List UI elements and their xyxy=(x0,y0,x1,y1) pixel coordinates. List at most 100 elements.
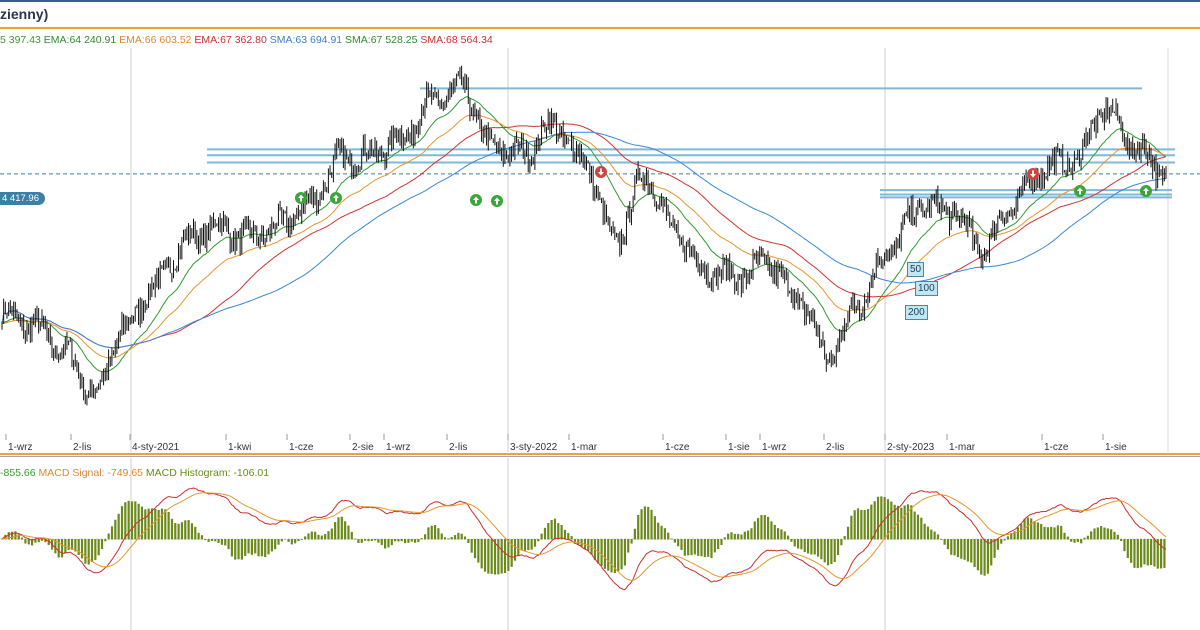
pane-separator[interactable] xyxy=(0,453,1200,455)
macd-histogram-bar xyxy=(447,538,450,540)
macd-histogram-bar xyxy=(703,539,706,557)
macd-histogram-bar xyxy=(140,506,144,540)
macd-legend: -855.66 MACD Signal: -749.65 MACD Histog… xyxy=(0,467,269,479)
macd-legend-item: -855.66 xyxy=(0,467,39,479)
macd-histogram-bar xyxy=(573,539,577,543)
macd-histogram-bar xyxy=(397,539,400,542)
macd-histogram-bar xyxy=(307,533,310,540)
macd-histogram-bar xyxy=(367,539,370,542)
macd-histogram-bar xyxy=(743,531,746,540)
macd-histogram-bar xyxy=(1003,539,1006,541)
macd-histogram-bar xyxy=(673,539,676,543)
macd-histogram-bar xyxy=(197,532,200,540)
macd-histogram-bar xyxy=(893,504,896,540)
macd-histogram-bar xyxy=(1086,535,1089,540)
macd-histogram-bar xyxy=(304,536,307,540)
macd-histogram-bar xyxy=(880,496,883,540)
ema-mid-line xyxy=(1,114,1167,359)
macd-histogram-bar xyxy=(940,539,943,540)
macd-histogram-bar xyxy=(374,539,377,541)
macd-histogram-bar xyxy=(114,519,117,540)
macd-histogram-bar xyxy=(473,539,477,559)
macd-legend-item: MACD Histogram: -106.01 xyxy=(145,467,270,479)
macd-histogram-bar xyxy=(770,521,773,540)
x-tick-label: 2-lis xyxy=(73,442,91,453)
macd-histogram-bar xyxy=(443,537,447,540)
macd-histogram-bar xyxy=(1143,539,1146,565)
macd-histogram-bar xyxy=(354,538,357,540)
macd-histogram-bar xyxy=(477,539,480,563)
macd-histogram-bar xyxy=(170,518,174,540)
legend-item: SMA:67 528.25 xyxy=(345,34,421,46)
macd-histogram-bar xyxy=(750,528,753,540)
macd-histogram-bar xyxy=(560,525,563,540)
macd-histogram-bar xyxy=(1076,539,1079,542)
macd-histogram-bar xyxy=(493,539,497,575)
macd-histogram-bar xyxy=(214,539,217,542)
macd-histogram-bar xyxy=(120,506,124,540)
macd-histogram-bar xyxy=(237,539,240,560)
macd-histogram-bar xyxy=(647,506,650,540)
macd-histogram-bar xyxy=(130,501,134,540)
macd-histogram-bar xyxy=(540,533,543,540)
macd-histogram-bar xyxy=(843,536,846,540)
macd-histogram-bar xyxy=(730,532,733,540)
macd-histogram-bar xyxy=(260,539,263,557)
macd-histogram-bar xyxy=(1160,539,1163,569)
macd-histogram-bar xyxy=(1063,532,1066,540)
macd-histogram-bar xyxy=(487,539,490,574)
macd-histogram-bar xyxy=(300,539,303,540)
macd-histogram-bar xyxy=(1120,539,1123,542)
macd-histogram-bar xyxy=(610,539,613,573)
macd-histogram-bar xyxy=(407,539,410,543)
legend-item: EMA:67 362.80 xyxy=(194,34,270,46)
macd-histogram-bar xyxy=(697,539,700,556)
macd-histogram-bar xyxy=(1133,539,1136,568)
macd-histogram-bar xyxy=(806,539,810,554)
macd-histogram-bar xyxy=(713,539,716,553)
macd-histogram-bar xyxy=(470,539,473,553)
sma-blue-line xyxy=(1,131,1167,349)
macd-histogram-bar xyxy=(370,539,373,541)
macd-histogram-bar xyxy=(993,539,996,558)
macd-histogram-bar xyxy=(503,539,507,574)
macd-histogram-bar xyxy=(603,539,607,569)
macd-histogram-bar xyxy=(826,539,830,566)
macd-histogram-bar xyxy=(916,514,920,540)
macd-histogram-bar xyxy=(767,516,770,540)
macd-histogram-bar xyxy=(457,532,460,540)
macd-histogram-bar xyxy=(337,517,340,540)
arrow-down-icon xyxy=(598,168,604,176)
macd-histogram-bar xyxy=(500,539,503,574)
macd-histogram-bar xyxy=(883,497,886,540)
macd-histogram-bar xyxy=(793,539,796,547)
macd-histogram-bar xyxy=(786,535,790,540)
macd-histogram-bar xyxy=(40,539,44,541)
macd-histogram-bar xyxy=(846,526,850,540)
macd-histogram-bar xyxy=(1030,518,1033,540)
macd-histogram-bar xyxy=(773,524,776,540)
x-tick-label: 1-sie xyxy=(1105,442,1127,453)
macd-histogram-bar xyxy=(247,539,250,554)
macd-line xyxy=(1,487,1167,591)
macd-histogram-bar xyxy=(413,539,417,543)
macd-histogram-bar xyxy=(633,528,636,540)
macd-histogram-bar xyxy=(1113,531,1116,540)
macd-histogram-bar xyxy=(77,539,80,555)
macd-histogram-bar xyxy=(290,539,293,545)
macd-histogram-bar xyxy=(277,539,280,545)
macd-histogram-bar xyxy=(67,539,70,550)
macd-histogram-bar xyxy=(37,539,40,543)
ma50-label: 50 xyxy=(907,262,925,277)
macd-histogram-bar xyxy=(450,536,453,540)
macd-histogram-bar xyxy=(410,539,413,542)
macd-histogram-bar xyxy=(820,539,823,560)
macd-histogram-bar xyxy=(600,539,603,566)
macd-histogram-bar xyxy=(1090,531,1093,540)
macd-histogram-bar xyxy=(740,534,743,540)
macd-histogram-bar xyxy=(1110,529,1113,540)
macd-histogram-bar xyxy=(570,536,573,540)
macd-histogram-bar xyxy=(134,501,137,540)
x-tick-label: 1-mar xyxy=(949,442,976,453)
